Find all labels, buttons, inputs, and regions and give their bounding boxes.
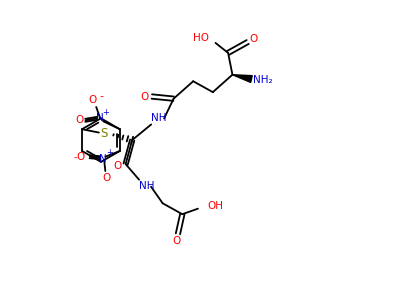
Text: -O: -O <box>74 152 86 162</box>
Text: N: N <box>100 154 107 164</box>
Text: NH₂: NH₂ <box>252 75 272 85</box>
Text: +: + <box>102 108 108 117</box>
Text: O: O <box>250 34 258 44</box>
Text: O: O <box>88 95 96 105</box>
Text: +: + <box>106 148 113 157</box>
Text: O: O <box>141 92 149 101</box>
Text: O: O <box>114 161 122 171</box>
Text: N: N <box>96 113 104 123</box>
Text: O: O <box>173 236 181 246</box>
Text: -: - <box>99 91 103 101</box>
Text: O: O <box>76 115 84 125</box>
Text: HO: HO <box>192 33 208 43</box>
Text: O: O <box>102 173 110 183</box>
Text: NH: NH <box>139 181 155 191</box>
Polygon shape <box>232 75 252 83</box>
Text: NH: NH <box>151 113 167 124</box>
Text: OH: OH <box>207 201 223 211</box>
Text: S: S <box>100 127 108 140</box>
